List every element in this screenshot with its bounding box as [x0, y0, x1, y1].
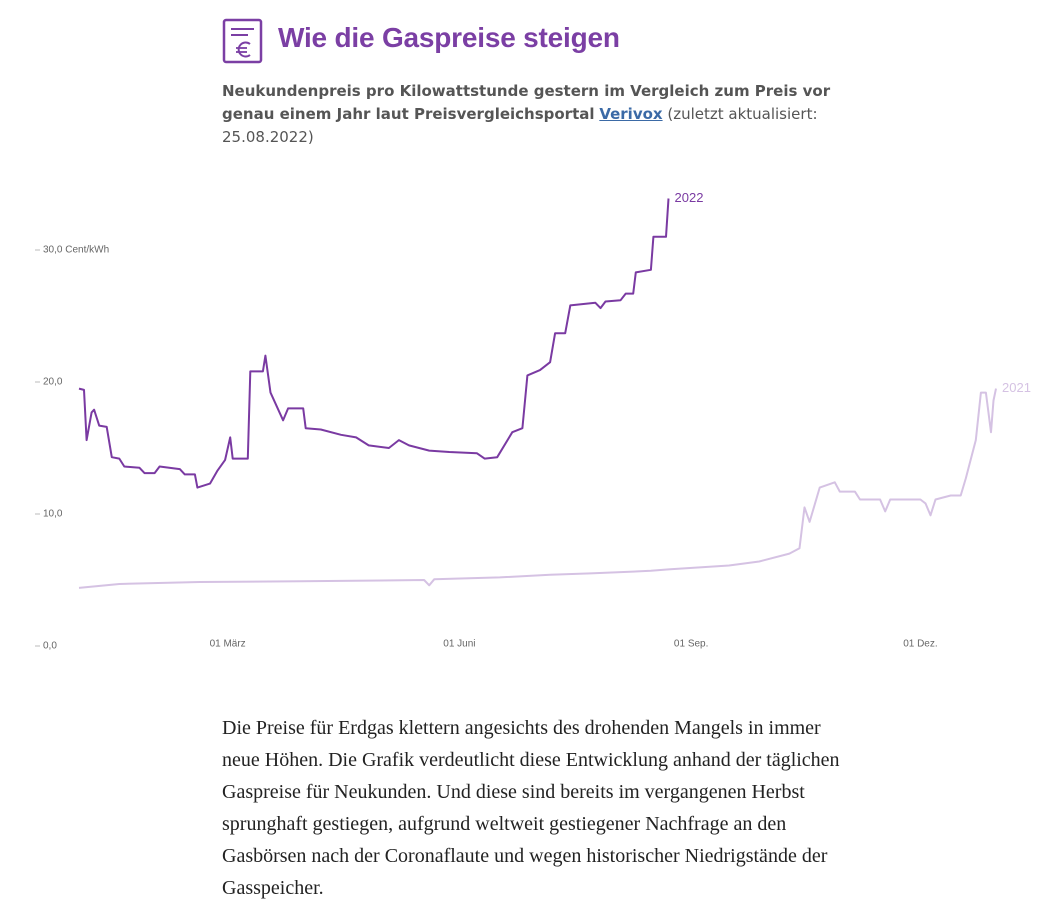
x-tick-label: 01 März: [210, 639, 246, 650]
title: Wie die Gaspreise steigen: [278, 22, 620, 53]
series-line: [78, 388, 997, 589]
y-tick-label: 0,0: [43, 641, 57, 652]
series-label: 2021: [1002, 380, 1031, 395]
x-tick-label: 01 Dez.: [903, 639, 937, 650]
subtitle-text: Neukundenpreis pro Kilowattstunde gester…: [222, 82, 831, 123]
series-line: [78, 198, 670, 489]
source-link[interactable]: Verivox: [599, 105, 663, 123]
chart: 0,0 10,0 20,0 30,0 Cent/kWh 01 März 01 Juni 01…: [35, 190, 1031, 652]
x-tick-label: 01 Juni: [443, 639, 475, 650]
y-tick-label: 30,0 Cent/kWh: [43, 245, 109, 256]
x-tick-label: 01 Sep.: [674, 639, 708, 650]
series-label: 2022: [675, 190, 704, 205]
icon: [222, 18, 263, 64]
updated-note: (zuletzt aktualisiert: 25.08.2022): [222, 105, 818, 146]
subtitle: Neukundenpreis pro Kilowattstunde gester…: [222, 80, 852, 149]
y-tick-label: 10,0: [43, 509, 63, 520]
y-tick-label: 20,0: [43, 377, 63, 388]
body-text: Die Preise für Erdgas klettern angesicht…: [222, 717, 840, 899]
